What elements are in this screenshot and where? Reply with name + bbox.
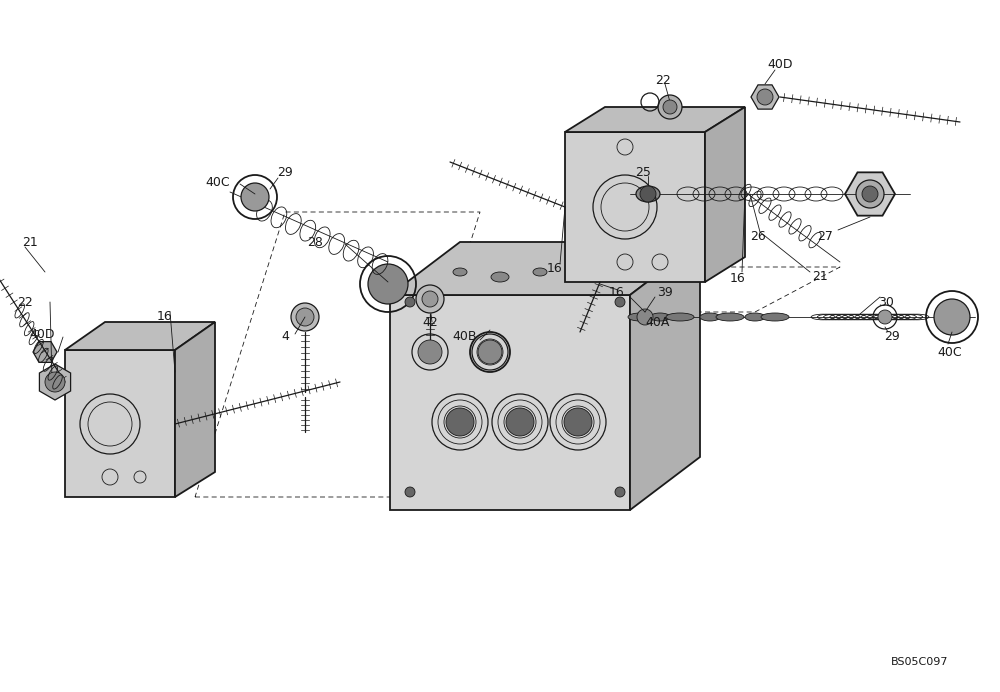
Ellipse shape [453,268,467,276]
Circle shape [856,180,884,208]
Text: 16: 16 [609,286,625,298]
Text: 40B: 40B [453,331,477,343]
Text: 40A: 40A [646,316,670,329]
Polygon shape [39,364,71,400]
Text: 22: 22 [17,295,33,309]
Circle shape [291,303,319,331]
Polygon shape [390,242,700,295]
Polygon shape [565,132,705,282]
Polygon shape [705,107,745,282]
Ellipse shape [761,313,789,321]
Text: 40C: 40C [938,345,962,358]
Ellipse shape [636,186,660,202]
Circle shape [368,264,408,304]
Circle shape [405,487,415,497]
Text: 29: 29 [277,165,293,179]
Circle shape [934,299,970,335]
Circle shape [663,100,677,114]
Text: 21: 21 [22,235,38,248]
Circle shape [45,372,65,392]
Text: 25: 25 [635,165,651,179]
Text: 39: 39 [657,286,673,298]
Polygon shape [845,172,895,216]
Circle shape [658,95,682,119]
Polygon shape [390,295,630,510]
Circle shape [418,340,442,364]
Circle shape [564,408,592,436]
Text: 16: 16 [157,311,173,323]
Circle shape [478,340,502,364]
Text: 22: 22 [655,73,671,86]
Text: 16: 16 [547,262,563,275]
Ellipse shape [650,313,670,321]
Polygon shape [33,342,57,363]
Text: 40D: 40D [767,59,793,71]
Circle shape [241,183,269,211]
Circle shape [615,297,625,307]
Circle shape [878,310,892,324]
Circle shape [637,309,653,325]
Circle shape [640,186,656,202]
Ellipse shape [491,272,509,282]
Text: 28: 28 [307,235,323,248]
Polygon shape [65,322,215,350]
Circle shape [416,285,444,313]
Ellipse shape [716,313,744,321]
Circle shape [296,308,314,326]
Circle shape [446,408,474,436]
Polygon shape [175,322,215,497]
Text: 40C: 40C [206,176,230,188]
Circle shape [405,297,415,307]
Ellipse shape [700,313,720,321]
Text: 4: 4 [281,331,289,343]
Text: 26: 26 [750,230,766,244]
Ellipse shape [745,313,765,321]
Circle shape [422,291,438,307]
Text: 21: 21 [812,271,828,284]
Text: 27: 27 [817,230,833,242]
Polygon shape [65,350,175,497]
Text: 30: 30 [878,295,894,309]
Text: 29: 29 [884,331,900,343]
Circle shape [615,487,625,497]
Circle shape [506,408,534,436]
Text: BS05C097: BS05C097 [891,657,949,667]
Polygon shape [565,107,745,132]
Text: 16: 16 [730,273,746,286]
Polygon shape [751,85,779,109]
Text: 42: 42 [422,316,438,329]
Circle shape [862,186,878,202]
Ellipse shape [533,268,547,276]
Circle shape [757,89,773,105]
Text: 40D: 40D [29,327,55,340]
Polygon shape [630,242,700,510]
Ellipse shape [628,313,652,321]
Ellipse shape [666,313,694,321]
